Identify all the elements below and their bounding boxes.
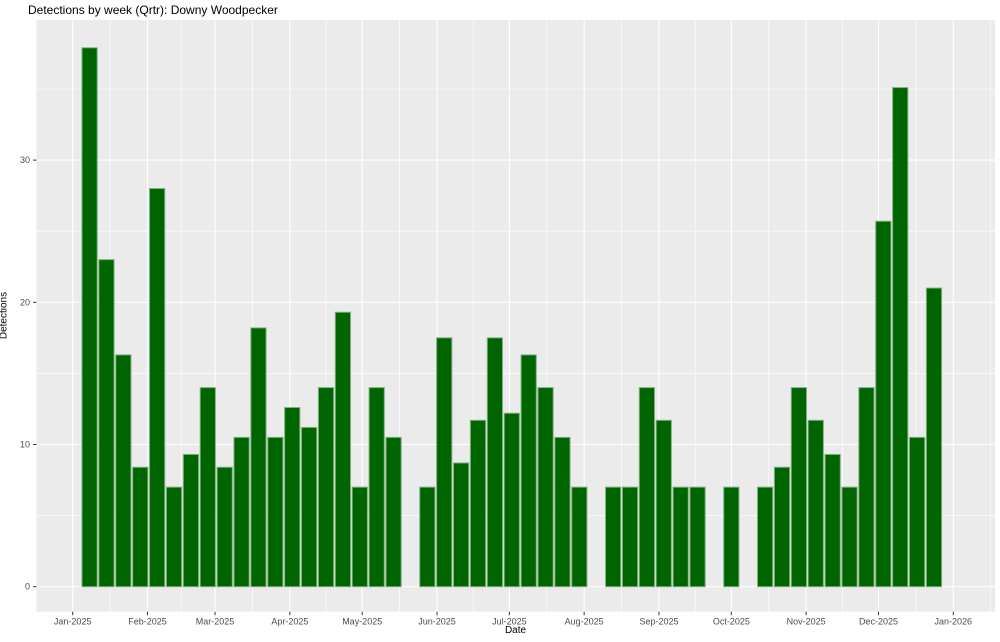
bar-week-39 bbox=[723, 486, 740, 588]
bar-week-9 bbox=[216, 466, 233, 588]
bar-week-50 bbox=[909, 436, 926, 588]
bar-week-41 bbox=[757, 486, 774, 588]
bar-week-26 bbox=[503, 412, 520, 588]
x-tick-label: Feb-2025 bbox=[128, 617, 167, 627]
x-tick-label: Jan-2025 bbox=[54, 617, 92, 627]
bar-week-34 bbox=[638, 387, 655, 588]
x-axis-title: Date bbox=[504, 625, 527, 636]
bar-week-15 bbox=[317, 387, 335, 588]
bar-week-11 bbox=[250, 327, 267, 588]
bar-week-35 bbox=[655, 419, 672, 588]
bar-week-44 bbox=[807, 419, 824, 588]
bar-week-17 bbox=[351, 486, 368, 588]
bar-week-7 bbox=[182, 453, 200, 588]
y-tick-label: 30 bbox=[20, 155, 30, 165]
bar-week-3 bbox=[115, 354, 132, 588]
bar-week-12 bbox=[267, 436, 284, 588]
bar-week-28 bbox=[537, 387, 554, 588]
y-tick-label: 10 bbox=[20, 440, 30, 450]
x-tick-label: Apr-2025 bbox=[271, 617, 308, 627]
bar-week-46 bbox=[841, 486, 858, 588]
bar-week-6 bbox=[165, 486, 183, 588]
bar-week-29 bbox=[554, 436, 571, 588]
bar-week-37 bbox=[689, 486, 706, 588]
x-tick-label: May-2025 bbox=[342, 617, 382, 627]
bar-week-5 bbox=[149, 188, 166, 588]
x-tick-label: Oct-2025 bbox=[713, 617, 750, 627]
bar-week-24 bbox=[469, 419, 487, 588]
chart-title: Detections by week (Qrtr): Downy Woodpec… bbox=[28, 3, 278, 17]
bar-week-8 bbox=[199, 387, 216, 588]
bar-week-19 bbox=[385, 436, 402, 588]
x-tick-label: Sep-2025 bbox=[639, 617, 678, 627]
bar-week-43 bbox=[790, 387, 807, 588]
bar-week-25 bbox=[486, 337, 504, 588]
bar-week-21 bbox=[419, 486, 436, 588]
bar-week-1 bbox=[81, 47, 98, 588]
x-tick-label: Jun-2025 bbox=[418, 617, 456, 627]
bar-week-2 bbox=[98, 259, 115, 588]
bar-week-42 bbox=[773, 466, 791, 588]
bar-week-4 bbox=[132, 466, 149, 588]
bar-week-13 bbox=[284, 407, 301, 588]
bar-week-23 bbox=[453, 462, 470, 588]
bar-week-49 bbox=[892, 87, 909, 588]
bar-week-14 bbox=[301, 426, 318, 588]
bar-week-36 bbox=[672, 486, 689, 588]
bar-week-51 bbox=[925, 287, 943, 588]
bar-week-18 bbox=[368, 387, 385, 588]
bar-week-32 bbox=[605, 486, 622, 588]
y-tick-label: 0 bbox=[25, 582, 30, 592]
y-axis-title: Detections bbox=[0, 291, 10, 340]
bar-week-33 bbox=[621, 486, 639, 588]
x-tick-label: Jan-2026 bbox=[935, 617, 973, 627]
bar-week-10 bbox=[233, 436, 250, 588]
x-tick-label: Dec-2025 bbox=[859, 617, 898, 627]
x-tick-label: Jul-2025 bbox=[492, 617, 527, 627]
bar-week-48 bbox=[875, 220, 892, 588]
x-tick-label: Mar-2025 bbox=[196, 617, 235, 627]
bar-week-47 bbox=[858, 387, 875, 588]
bar-week-45 bbox=[824, 453, 841, 588]
bar-week-27 bbox=[520, 354, 537, 588]
x-tick-label: Nov-2025 bbox=[787, 617, 826, 627]
y-tick-label: 20 bbox=[20, 297, 30, 307]
x-tick-label: Aug-2025 bbox=[565, 617, 604, 627]
bar-week-22 bbox=[436, 337, 453, 588]
bar-week-30 bbox=[571, 486, 588, 588]
bar-week-16 bbox=[334, 311, 352, 588]
